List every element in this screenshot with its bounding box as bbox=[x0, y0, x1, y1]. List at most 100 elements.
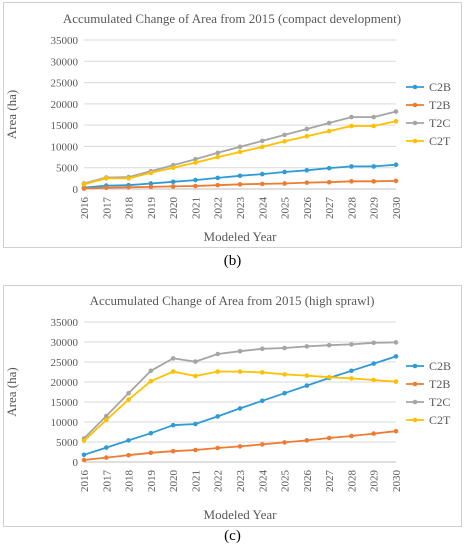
legend-marker-c2b bbox=[412, 363, 418, 369]
data-point-c2t bbox=[349, 123, 354, 129]
y-tick-label: 5000 bbox=[56, 437, 79, 449]
x-tick-label: 2028 bbox=[346, 197, 358, 220]
data-point-c2b bbox=[237, 173, 243, 179]
series-line-t2c bbox=[83, 341, 397, 440]
data-point-t2b bbox=[148, 184, 154, 190]
data-point-t2b bbox=[259, 181, 265, 187]
data-point-t2b bbox=[81, 186, 87, 191]
legend-label-t2c: T2C bbox=[429, 116, 450, 130]
data-point-t2b bbox=[349, 179, 354, 184]
x-tick-label: 2030 bbox=[391, 470, 403, 493]
x-tick-label: 2027 bbox=[324, 197, 336, 220]
data-point-c2b bbox=[326, 165, 332, 171]
data-point-c2b bbox=[215, 414, 221, 419]
y-tick-label: 35000 bbox=[51, 317, 79, 329]
x-tick-label: 2020 bbox=[168, 470, 180, 493]
data-point-t2b bbox=[349, 433, 354, 439]
x-tick-label: 2017 bbox=[101, 197, 113, 220]
data-point-t2b bbox=[326, 179, 332, 185]
y-tick-label: 30000 bbox=[51, 337, 79, 349]
chart-panel-compact: Accumulated Change of Area from 2015 (co… bbox=[3, 2, 462, 248]
data-point-t2b bbox=[393, 178, 399, 184]
y-axis-title: Area (ha) bbox=[4, 367, 19, 416]
data-point-c2b bbox=[259, 398, 265, 404]
data-point-c2t bbox=[126, 397, 131, 402]
data-point-t2c bbox=[215, 150, 221, 156]
y-tick-label: 25000 bbox=[51, 357, 79, 369]
data-point-t2c bbox=[282, 132, 287, 138]
data-point-c2b bbox=[170, 422, 176, 428]
x-tick-label: 2029 bbox=[369, 197, 381, 220]
data-point-c2t bbox=[304, 373, 310, 378]
data-point-c2b bbox=[371, 164, 377, 169]
data-point-t2b bbox=[126, 184, 131, 190]
data-point-c2t bbox=[193, 160, 198, 165]
data-point-c2b bbox=[349, 368, 354, 374]
data-point-t2b bbox=[371, 431, 377, 436]
y-tick-label: 30000 bbox=[51, 56, 79, 68]
data-point-c2t bbox=[170, 165, 176, 171]
data-point-t2c bbox=[326, 120, 332, 126]
data-point-t2c bbox=[237, 348, 243, 354]
legend-marker-c2t bbox=[412, 138, 418, 144]
data-point-t2b bbox=[193, 183, 198, 189]
data-point-t2b bbox=[126, 452, 131, 458]
x-tick-label: 2025 bbox=[280, 197, 292, 220]
data-point-t2b bbox=[215, 445, 221, 451]
data-point-t2c bbox=[282, 345, 287, 351]
x-tick-label: 2024 bbox=[257, 470, 269, 493]
panel-label-b: (b) bbox=[223, 253, 242, 269]
chart-high-sprawl: Accumulated Change of Area from 2015 (hi… bbox=[4, 293, 451, 522]
data-point-t2b bbox=[170, 448, 176, 454]
data-point-t2b bbox=[193, 447, 198, 453]
data-point-c2b bbox=[126, 438, 131, 443]
legend-label-c2b: C2B bbox=[429, 80, 451, 94]
y-axis-title: Area (ha) bbox=[4, 90, 19, 139]
chart-title: Accumulated Change of Area from 2015 (hi… bbox=[90, 293, 375, 308]
data-point-c2t bbox=[81, 438, 87, 444]
data-point-t2c bbox=[259, 346, 265, 352]
y-tick-label: 15000 bbox=[51, 397, 79, 409]
data-point-t2c bbox=[259, 138, 265, 144]
x-tick-label: 2027 bbox=[324, 470, 336, 493]
x-tick-label: 2018 bbox=[124, 197, 136, 220]
x-tick-label: 2019 bbox=[146, 197, 158, 220]
data-point-c2b bbox=[304, 167, 310, 173]
data-point-c2t bbox=[371, 123, 377, 129]
x-tick-label: 2022 bbox=[213, 470, 225, 492]
data-point-c2t bbox=[237, 149, 243, 155]
data-point-t2b bbox=[237, 182, 243, 187]
data-point-t2c bbox=[349, 114, 354, 120]
data-point-c2t bbox=[103, 176, 109, 181]
data-point-c2t bbox=[215, 154, 221, 160]
data-point-t2b bbox=[326, 435, 332, 441]
data-point-t2c bbox=[103, 413, 109, 419]
data-point-c2b bbox=[148, 181, 154, 186]
y-tick-label: 35000 bbox=[51, 35, 79, 47]
chart-title: Accumulated Change of Area from 2015 (co… bbox=[63, 11, 401, 26]
data-point-c2t bbox=[326, 128, 332, 134]
legend-marker-t2c bbox=[412, 120, 418, 126]
data-point-c2b bbox=[259, 171, 265, 177]
data-point-c2b bbox=[349, 164, 354, 169]
data-point-t2b bbox=[304, 180, 310, 185]
data-point-c2t bbox=[304, 133, 310, 139]
legend-label-t2c: T2C bbox=[429, 395, 450, 409]
data-point-c2t bbox=[282, 139, 287, 144]
data-point-c2t bbox=[103, 417, 109, 423]
y-tick-label: 15000 bbox=[51, 120, 79, 132]
data-point-c2t bbox=[237, 369, 243, 374]
y-tick-label: 20000 bbox=[51, 377, 79, 389]
legend-label-t2b: T2B bbox=[429, 377, 450, 391]
x-tick-label: 2021 bbox=[190, 470, 202, 492]
data-point-t2b bbox=[371, 179, 377, 184]
data-point-t2c bbox=[126, 390, 131, 396]
x-tick-label: 2026 bbox=[302, 197, 314, 220]
y-tick-label: 5000 bbox=[56, 163, 79, 175]
data-point-c2t bbox=[326, 374, 332, 380]
data-point-c2b bbox=[81, 452, 87, 458]
y-tick-label: 0 bbox=[73, 457, 79, 469]
data-point-t2b bbox=[81, 457, 87, 463]
data-point-c2b bbox=[393, 354, 399, 359]
data-point-t2b bbox=[393, 428, 399, 434]
